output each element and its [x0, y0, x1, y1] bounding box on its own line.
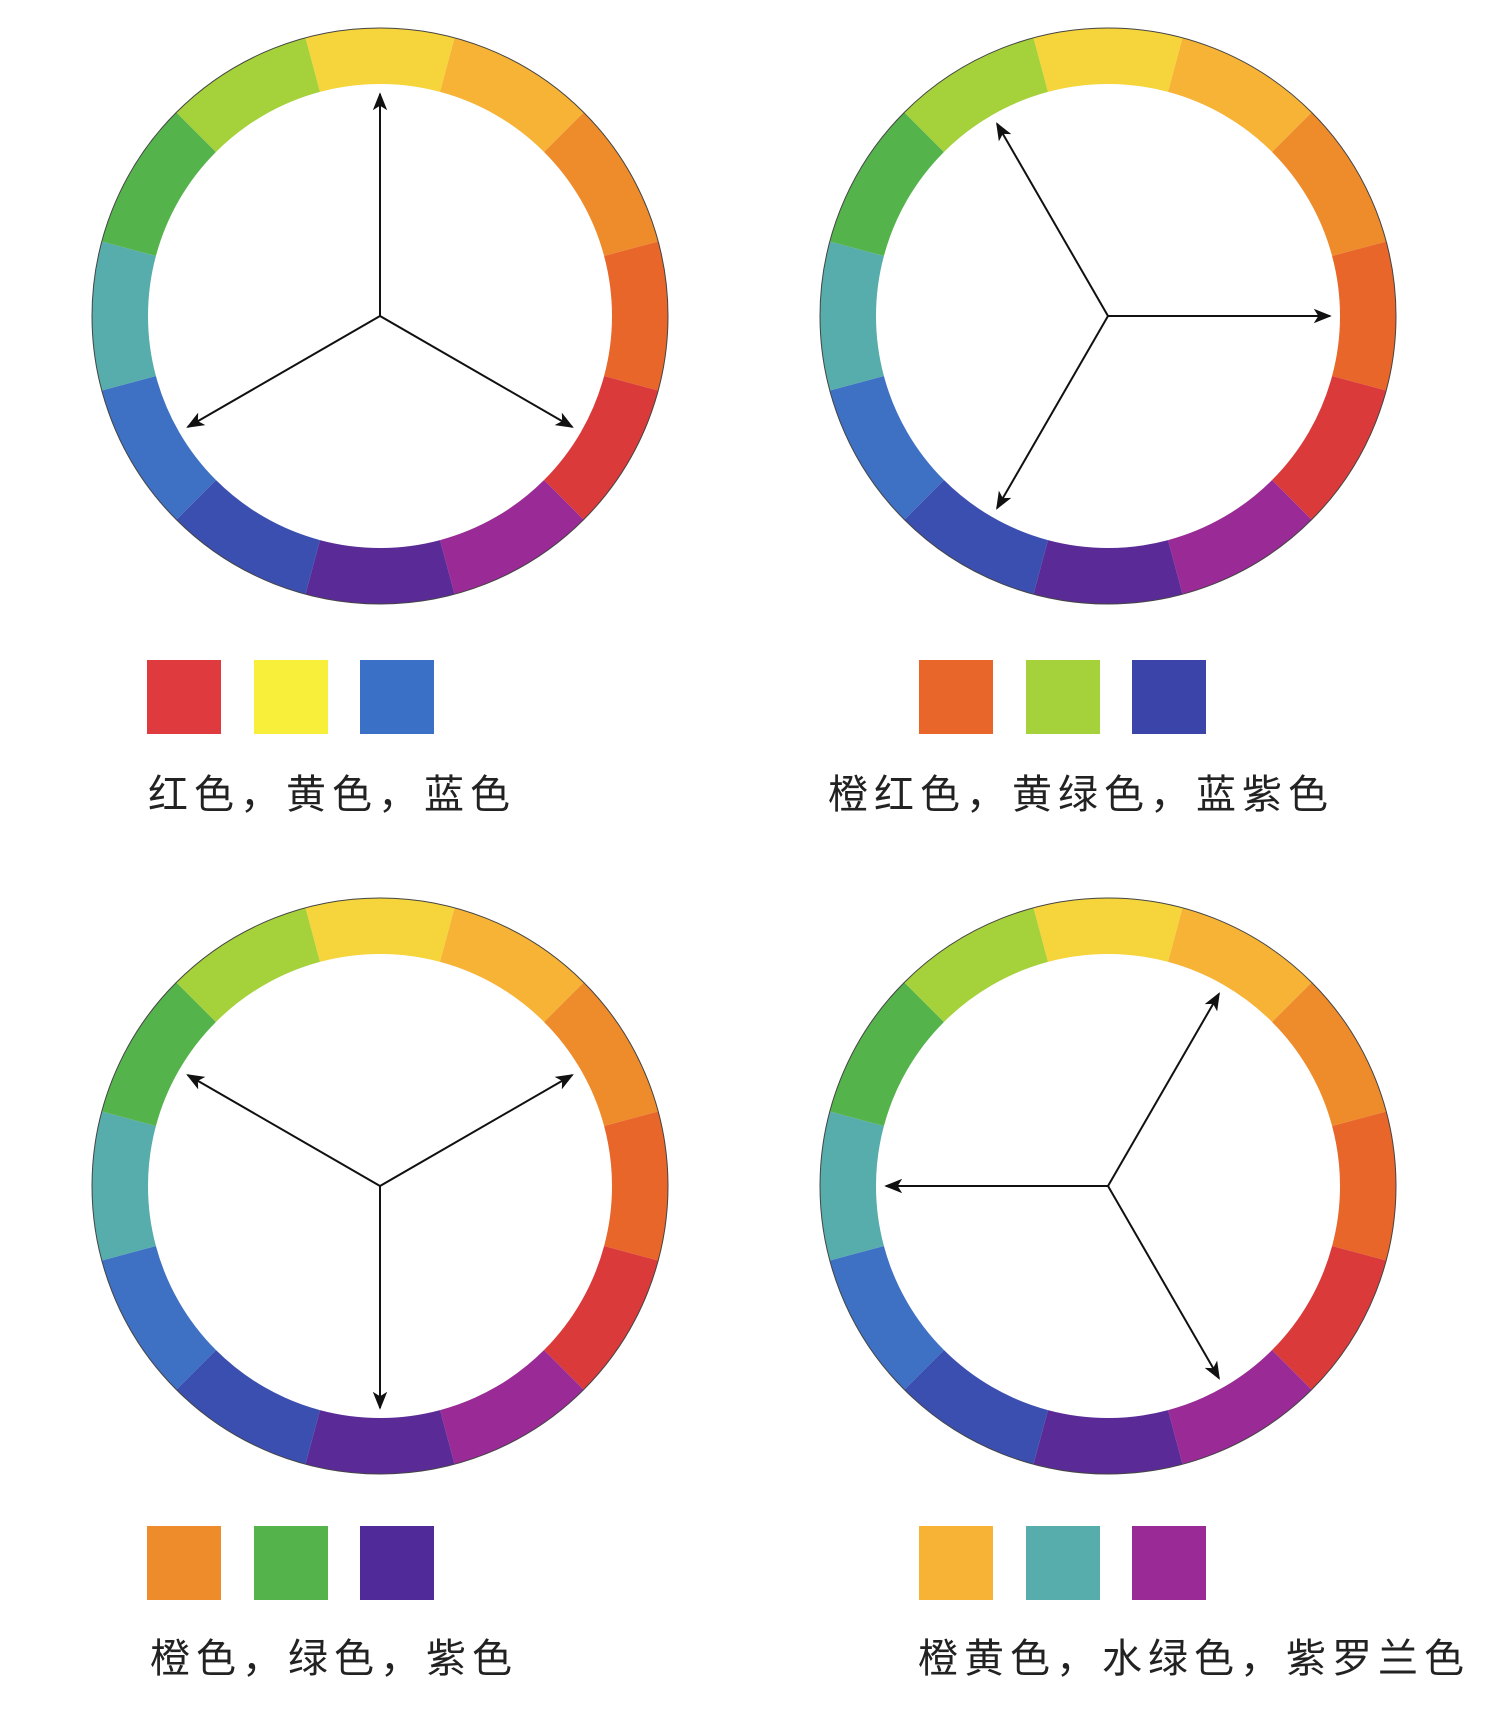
wheel-segment	[1332, 1111, 1396, 1261]
color-swatch-1	[919, 1526, 993, 1600]
color-swatch-3	[1132, 1526, 1206, 1600]
wheel-segment	[1272, 112, 1387, 256]
wheel-segment	[1272, 982, 1387, 1126]
arrow	[1107, 992, 1220, 1187]
color-swatch-2	[254, 660, 328, 734]
wheel-segment	[820, 241, 884, 391]
wheel-segment	[544, 112, 659, 256]
wheel-segment	[1168, 480, 1312, 595]
color-swatch-3	[360, 660, 434, 734]
wheel-segment	[829, 982, 944, 1126]
wheel-segment	[544, 982, 659, 1126]
arrow	[1107, 1185, 1220, 1380]
color-scheme-panel-2: 橙红色，黄绿色，蓝紫色	[748, 0, 1496, 856]
wheel-segment	[305, 1410, 455, 1474]
wheel-segment	[101, 1246, 216, 1390]
wheel-segment	[176, 907, 320, 1022]
wheel-segment	[829, 112, 944, 256]
color-swatch-2	[1026, 1526, 1100, 1600]
color-wheel	[819, 897, 1397, 1475]
wheel-segment	[604, 1111, 668, 1261]
wheel-segment	[440, 37, 584, 152]
wheel-segment	[1272, 1246, 1387, 1390]
wheel-segment	[904, 480, 1048, 595]
color-scheme-caption: 红色，黄色，蓝色	[148, 772, 516, 818]
wheel-segment	[305, 540, 455, 604]
arrow	[186, 1074, 381, 1187]
wheel-segment	[1033, 540, 1183, 604]
color-scheme-panel-1: 红色，黄色，蓝色	[0, 0, 748, 856]
arrow	[379, 315, 574, 428]
wheel-segment	[176, 480, 320, 595]
arrow	[996, 122, 1109, 317]
wheel-segment	[1168, 907, 1312, 1022]
wheel-segment	[305, 28, 455, 92]
color-scheme-caption: 橙色，绿色，紫色	[150, 1636, 518, 1682]
wheel-segment	[176, 37, 320, 152]
wheel-segment	[904, 907, 1048, 1022]
wheel-segment	[904, 1350, 1048, 1465]
color-scheme-caption: 橙红色，黄绿色，蓝紫色	[828, 772, 1334, 818]
color-scheme-panel-4: 橙黄色，水绿色，紫罗兰色	[748, 856, 1496, 1712]
wheel-segment	[1168, 37, 1312, 152]
color-wheel	[91, 897, 669, 1475]
wheel-segment	[1033, 898, 1183, 962]
color-wheel	[819, 27, 1397, 605]
wheel-segment	[904, 37, 1048, 152]
wheel-segment	[1272, 376, 1387, 520]
color-swatch-1	[147, 1526, 221, 1600]
arrow	[186, 315, 381, 428]
arrow	[379, 1074, 574, 1187]
color-scheme-panel-3: 橙色，绿色，紫色	[0, 856, 748, 1712]
wheel-segment	[829, 1246, 944, 1390]
wheel-segment	[820, 1111, 884, 1261]
color-swatch-2	[254, 1526, 328, 1600]
arrow	[996, 315, 1109, 510]
wheel-segment	[1033, 1410, 1183, 1474]
wheel-segment	[92, 241, 156, 391]
wheel-segment	[440, 480, 584, 595]
wheel-segment	[1033, 28, 1183, 92]
wheel-segment	[101, 376, 216, 520]
color-swatch-3	[360, 1526, 434, 1600]
wheel-segment	[440, 1350, 584, 1465]
color-swatch-2	[1026, 660, 1100, 734]
wheel-segment	[101, 112, 216, 256]
wheel-segment	[176, 1350, 320, 1465]
color-scheme-caption: 橙黄色，水绿色，紫罗兰色	[918, 1636, 1470, 1682]
wheel-segment	[544, 1246, 659, 1390]
wheel-segment	[305, 898, 455, 962]
wheel-segment	[604, 241, 668, 391]
wheel-segment	[92, 1111, 156, 1261]
wheel-segment	[440, 907, 584, 1022]
wheel-segment	[1332, 241, 1396, 391]
wheel-segment	[544, 376, 659, 520]
wheel-segment	[1168, 1350, 1312, 1465]
color-swatch-1	[147, 660, 221, 734]
color-wheel	[91, 27, 669, 605]
wheel-segment	[829, 376, 944, 520]
wheel-segment	[101, 982, 216, 1126]
color-swatch-1	[919, 660, 993, 734]
color-swatch-3	[1132, 660, 1206, 734]
